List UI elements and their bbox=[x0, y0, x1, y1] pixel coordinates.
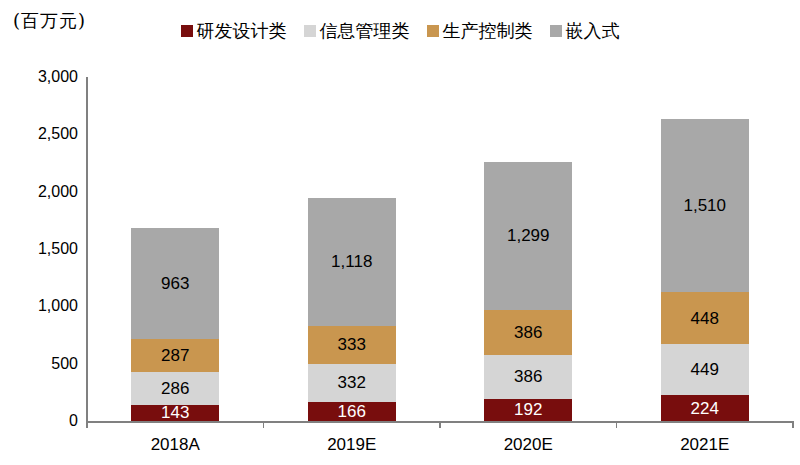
bar-segment: 1,510 bbox=[661, 119, 749, 292]
bar-segment: 287 bbox=[131, 339, 219, 372]
y-axis-tick-label: 2,500 bbox=[8, 124, 78, 144]
bar-segment: 166 bbox=[308, 402, 396, 421]
x-axis-label: 2021E bbox=[635, 435, 775, 455]
y-axis-tick-label: 2,000 bbox=[8, 182, 78, 202]
y-axis-tick-label: 1,500 bbox=[8, 239, 78, 259]
bar-value-label: 1,510 bbox=[683, 197, 726, 214]
bar-segment: 963 bbox=[131, 228, 219, 338]
bar-value-label: 386 bbox=[514, 324, 542, 341]
legend: 研发设计类 信息管理类 生产控制类 嵌入式 bbox=[0, 19, 800, 43]
x-axis-tick bbox=[439, 423, 441, 428]
legend-item: 嵌入式 bbox=[550, 19, 620, 43]
bar-value-label: 1,299 bbox=[507, 227, 550, 244]
bar-segment: 224 bbox=[661, 395, 749, 421]
stacked-bar-chart: (百万元) 研发设计类信息管理类生产控制类嵌入式 05001,0001,5002… bbox=[0, 0, 800, 465]
bar-segment: 332 bbox=[308, 364, 396, 402]
y-axis-tick-label: 1,000 bbox=[8, 296, 78, 316]
x-axis-tick bbox=[616, 423, 618, 428]
legend-label: 研发设计类 bbox=[197, 19, 287, 43]
bar-segment: 448 bbox=[661, 292, 749, 343]
bar-segment: 386 bbox=[484, 310, 572, 354]
bar-segment: 286 bbox=[131, 372, 219, 405]
bar-value-label: 143 bbox=[161, 404, 189, 421]
legend-swatch-icon bbox=[427, 25, 439, 37]
x-axis-tick bbox=[792, 423, 794, 428]
legend-swatch-icon bbox=[181, 25, 193, 37]
bar-segment: 1,299 bbox=[484, 162, 572, 311]
bar-segment: 333 bbox=[308, 326, 396, 364]
bar-value-label: 332 bbox=[338, 374, 366, 391]
bar-segment: 1,118 bbox=[308, 198, 396, 326]
legend-swatch-icon bbox=[550, 25, 562, 37]
bar-value-label: 224 bbox=[691, 400, 719, 417]
bar-value-label: 192 bbox=[514, 401, 542, 418]
bar-value-label: 166 bbox=[338, 403, 366, 420]
y-axis-tick-label: 0 bbox=[8, 411, 78, 431]
bar-segment: 143 bbox=[131, 405, 219, 421]
bar-value-label: 386 bbox=[514, 368, 542, 385]
bar-value-label: 286 bbox=[161, 380, 189, 397]
bar-value-label: 333 bbox=[338, 336, 366, 353]
bar-segment: 192 bbox=[484, 399, 572, 421]
legend-label: 嵌入式 bbox=[566, 19, 620, 43]
y-axis-tick-label: 3,000 bbox=[8, 67, 78, 87]
legend-label: 生产控制类 bbox=[443, 19, 533, 43]
bar-value-label: 287 bbox=[161, 347, 189, 364]
bar-value-label: 963 bbox=[161, 275, 189, 292]
legend-swatch-icon bbox=[304, 25, 316, 37]
y-axis-tick-label: 500 bbox=[8, 354, 78, 374]
x-axis-label: 2020E bbox=[458, 435, 598, 455]
legend-item: 信息管理类 bbox=[304, 19, 410, 43]
bar-value-label: 448 bbox=[691, 310, 719, 327]
bar-value-label: 449 bbox=[691, 361, 719, 378]
legend-item: 研发设计类 bbox=[181, 19, 287, 43]
bar-value-label: 1,118 bbox=[331, 253, 372, 270]
x-axis-tick bbox=[263, 423, 265, 428]
legend-label: 信息管理类 bbox=[320, 19, 410, 43]
bar-segment: 386 bbox=[484, 355, 572, 399]
bar-segment: 449 bbox=[661, 344, 749, 395]
legend-item: 生产控制类 bbox=[427, 19, 533, 43]
x-axis-label: 2019E bbox=[282, 435, 422, 455]
x-axis-tick bbox=[86, 423, 88, 428]
y-axis-line bbox=[86, 77, 88, 421]
x-axis-label: 2018A bbox=[105, 435, 245, 455]
